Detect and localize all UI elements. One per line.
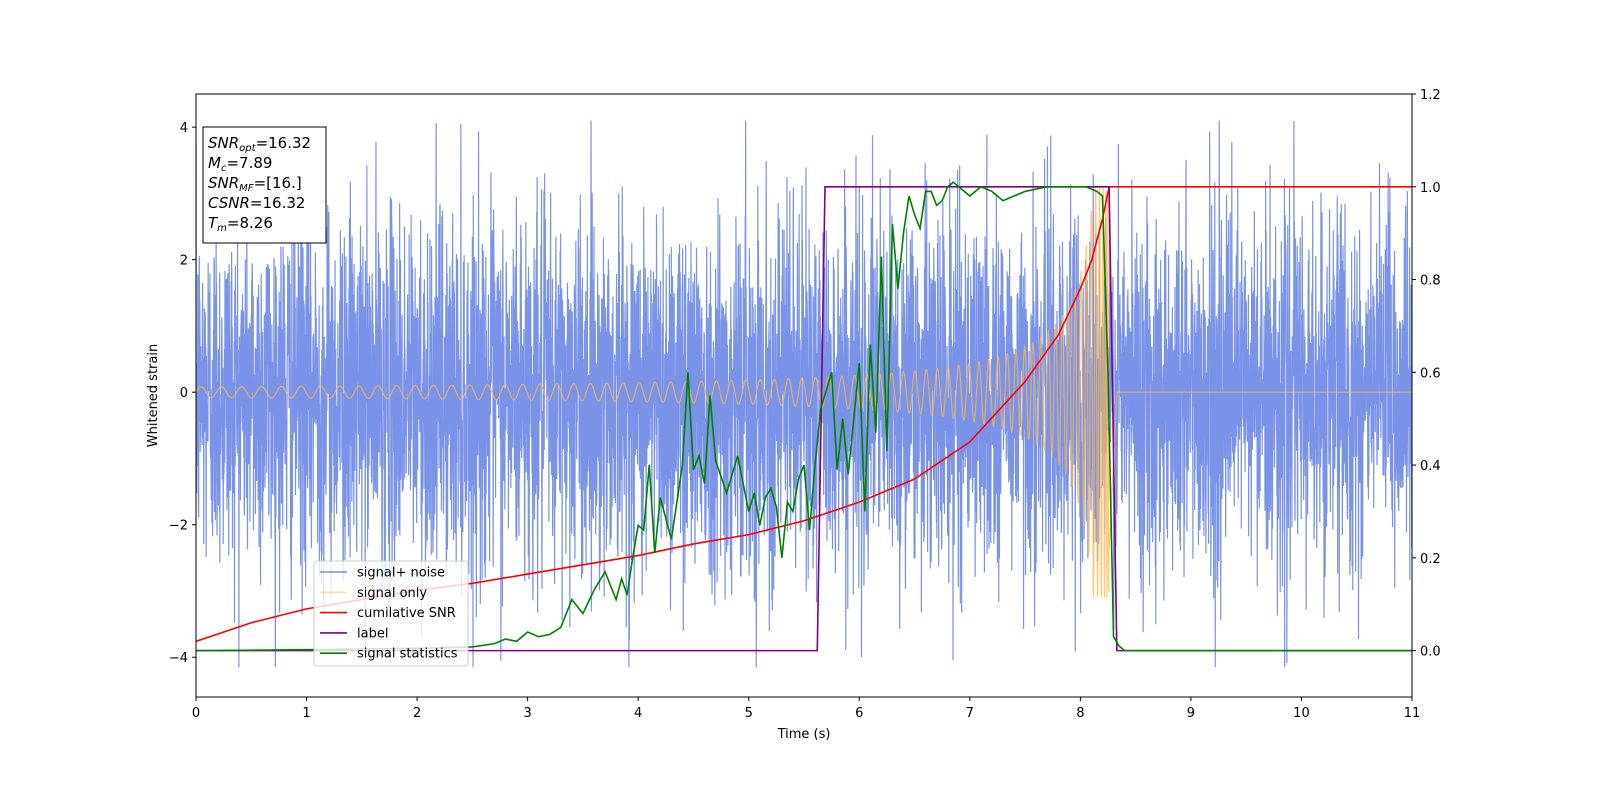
series-signal-only-line [196, 186, 1412, 598]
x-tick-label: 6 [855, 706, 863, 721]
y-tick-label: −4 [169, 651, 188, 666]
y2-tick-label: 0.0 [1420, 645, 1441, 660]
series-signal-statistics-line [196, 181, 1412, 652]
axes-frame [195, 93, 1413, 698]
x-tick-label: 1 [302, 706, 310, 721]
x-tick-label: 2 [413, 706, 421, 721]
info-line: SNRopt=16.32 [208, 134, 311, 154]
x-tick-label: 10 [1293, 706, 1310, 721]
legend-frame [313, 560, 469, 667]
y-tick-label: 2 [180, 254, 188, 269]
y-axis-left: −4 −2 0 2 4 [169, 121, 196, 666]
y2-tick-label: 0.6 [1420, 366, 1441, 381]
x-tick-label: 0 [192, 706, 200, 721]
legend: signal+ noise signal only cumilative SNR la… [313, 560, 469, 667]
y2-tick-label: 1.2 [1420, 88, 1441, 103]
y2-tick-label: 1.0 [1420, 181, 1441, 196]
y-tick-label: −2 [169, 519, 188, 534]
x-tick-label: 9 [1187, 706, 1195, 721]
x-tick-label: 4 [634, 706, 642, 721]
x-tick-label: 8 [1076, 706, 1084, 721]
info-line: SNRMF=[16.] [208, 174, 302, 194]
y2-tick-label: 0.4 [1420, 459, 1441, 474]
legend-label: cumilative SNR [357, 606, 456, 621]
y2-tick-label: 0.2 [1420, 552, 1441, 567]
x-axis: 0 1 2 3 4 5 6 7 8 9 10 11 [192, 697, 1420, 721]
info-annotation: SNRopt=16.32Mc=7.89SNRMF=[16.]CSNR=16.32… [202, 126, 327, 244]
x-tick-label: 3 [523, 706, 531, 721]
y2-tick-label: 0.8 [1420, 274, 1441, 289]
info-box-frame [202, 126, 327, 244]
y-tick-label: 0 [180, 386, 188, 401]
info-line: Tm=8.26 [208, 214, 273, 234]
y-axis-right: 0.0 0.2 0.4 0.6 0.8 1.0 1.2 [1412, 88, 1441, 660]
legend-label: label [357, 626, 388, 641]
x-tick-label: 5 [745, 706, 753, 721]
legend-label: signal only [357, 586, 427, 601]
info-line: Mc=7.89 [208, 154, 272, 174]
y-tick-label: 4 [180, 121, 188, 136]
info-line: CSNR=16.32 [208, 194, 305, 212]
legend-label: signal+ noise [357, 566, 445, 581]
series-signal-noise-line [196, 120, 1412, 668]
y-axis-label: Whitened strain [146, 344, 161, 447]
x-tick-label: 7 [966, 706, 974, 721]
legend-label: signal statistics [357, 647, 458, 662]
x-tick-label: 11 [1404, 706, 1421, 721]
x-axis-label: Time (s) [777, 727, 831, 742]
